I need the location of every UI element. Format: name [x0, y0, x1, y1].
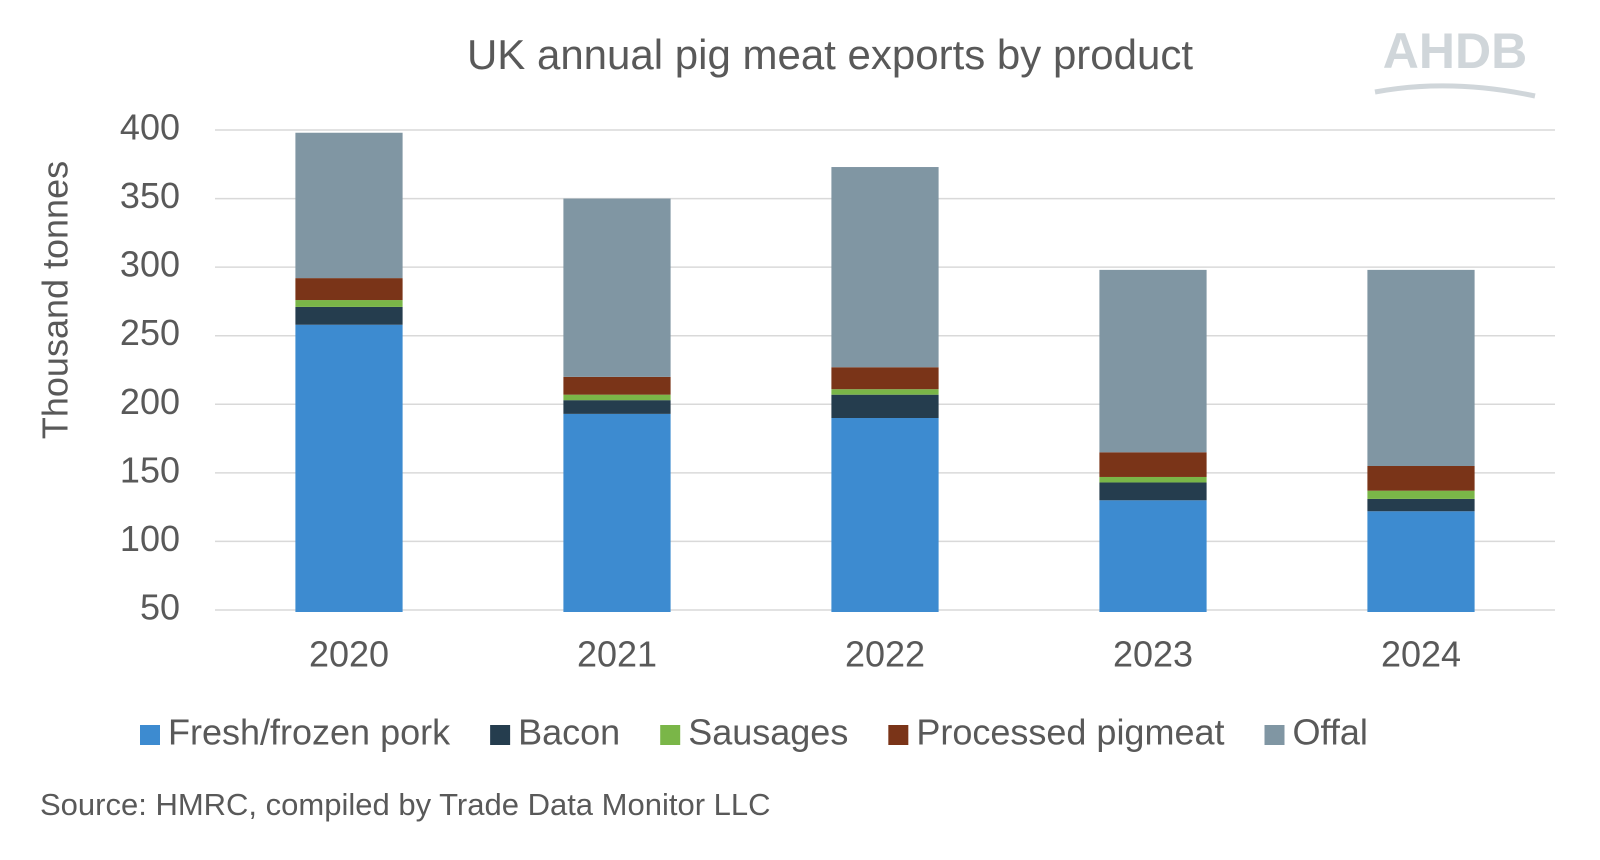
bar-segment: [1367, 269, 1475, 466]
y-tick-label: 50: [140, 587, 180, 628]
y-tick-label: 250: [120, 312, 180, 353]
legend-label: Processed pigmeat: [916, 712, 1224, 753]
x-tick-label: 2020: [309, 634, 389, 675]
legend-swatch: [140, 725, 160, 745]
bar-segment: [1099, 269, 1207, 453]
legend-swatch: [490, 725, 511, 745]
x-tick-label: 2024: [1381, 634, 1461, 675]
legend-label: Offal: [1293, 712, 1368, 753]
x-tick-label: 2021: [577, 634, 657, 675]
legend-swatch: [1264, 725, 1285, 745]
bar-segment: [1099, 500, 1207, 612]
y-axis-label: Thousand tonnes: [35, 161, 76, 439]
logo: AHDB: [1383, 23, 1527, 79]
bar-segment: [1099, 452, 1207, 477]
legend: Fresh/frozen pork Bacon Sausages Processed …: [140, 712, 1368, 753]
labels: 50 100 150 200 250 300 350 400 2020 2021 2022 2023 2…: [120, 107, 1461, 675]
x-tick-label: 2022: [845, 634, 925, 675]
y-tick-label: 200: [120, 381, 180, 422]
bar-segment: [563, 376, 671, 395]
bar-segment: [295, 306, 403, 325]
bar-segment: [563, 394, 671, 401]
legend-label: Bacon: [518, 712, 620, 753]
legend-label: Fresh/frozen pork: [168, 712, 451, 753]
bar-segment: [1099, 476, 1207, 483]
bar-segment: [295, 324, 403, 612]
chart-title: UK annual pig meat exports by product: [467, 31, 1193, 78]
bar-segment: [831, 389, 939, 395]
legend-swatch: [660, 725, 681, 745]
source-note: Source: HMRC, compiled by Trade Data Mon…: [40, 787, 771, 822]
bar-segment: [831, 367, 939, 390]
x-tick-label: 2023: [1113, 634, 1193, 675]
logo-swoosh: [1374, 83, 1536, 99]
y-tick-label: 350: [120, 175, 180, 216]
bar-segment: [563, 413, 671, 612]
bar-segment: [563, 400, 671, 414]
bar-segment: [295, 278, 403, 301]
y-tick-label: 300: [120, 244, 180, 285]
bar-segment: [1367, 511, 1475, 612]
bar-segment: [831, 167, 939, 368]
bar-segment: [831, 394, 939, 418]
legend-label: Sausages: [688, 712, 848, 753]
bar-segment: [295, 300, 403, 307]
legend-swatch: [888, 725, 909, 745]
bar-segment: [295, 132, 403, 279]
y-tick-label: 100: [120, 518, 180, 559]
bar-segment: [1367, 466, 1475, 491]
bar-segment: [831, 418, 939, 612]
bar-segment: [1367, 498, 1475, 512]
bar-segment: [1099, 482, 1207, 501]
bar-segment: [563, 198, 671, 377]
bar-segment: [1367, 490, 1475, 499]
bars: [295, 132, 1475, 612]
y-tick-label: 150: [120, 449, 180, 490]
y-tick-label: 400: [120, 107, 180, 148]
